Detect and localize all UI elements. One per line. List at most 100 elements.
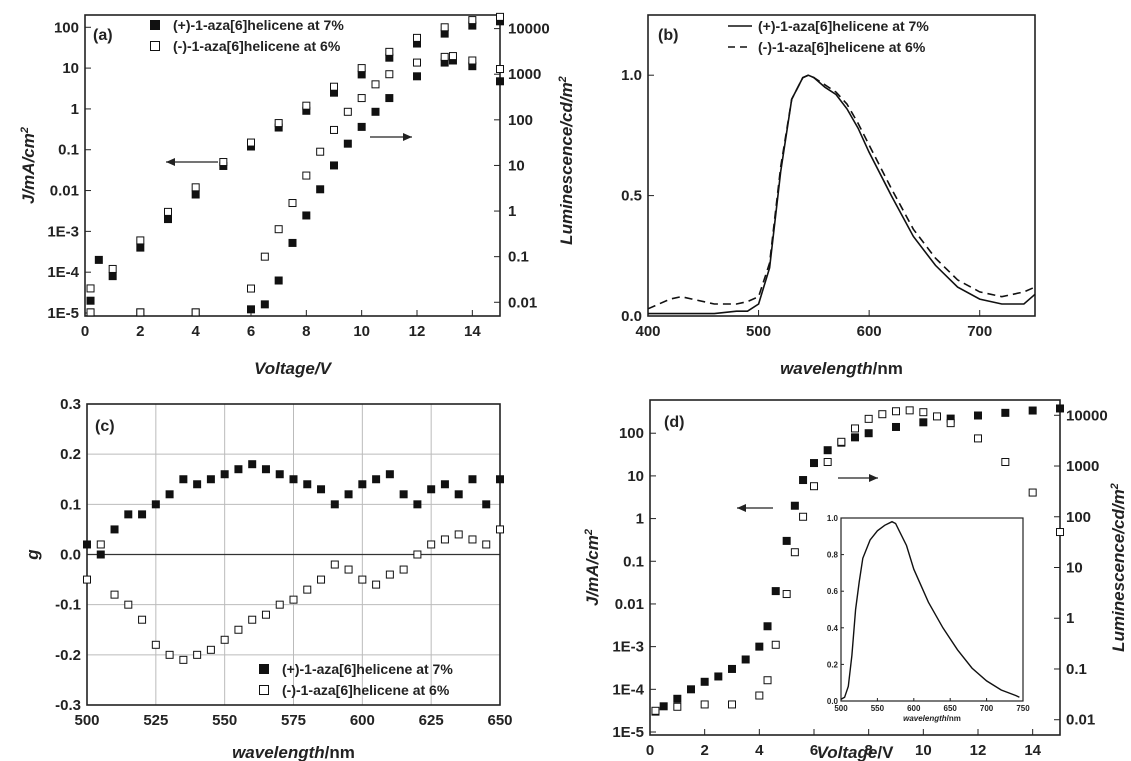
inset-y-tick-label: 0.2 xyxy=(827,660,839,669)
x-axis-label: wavelength/nm xyxy=(780,359,903,378)
data-point xyxy=(919,408,928,417)
data-point xyxy=(468,535,477,544)
y-tick-label: 1 xyxy=(71,101,79,118)
y-right-tick-label: 1000 xyxy=(508,66,541,83)
data-point xyxy=(372,475,381,484)
plot-frame xyxy=(86,403,501,706)
data-point xyxy=(136,308,145,317)
y-right-tick-label: 0.01 xyxy=(1066,712,1095,729)
data-point xyxy=(343,107,352,116)
data-point xyxy=(110,590,119,599)
y-right-tick-label: 0.01 xyxy=(508,294,537,311)
y-tick-label: -0.3 xyxy=(55,697,81,714)
x-tick-label: 625 xyxy=(419,712,444,729)
data-point xyxy=(728,664,736,673)
inset-x-tick-label: 550 xyxy=(871,704,885,713)
legend-label: (+)-1-aza[6]helicene at 7% xyxy=(758,18,929,34)
data-point xyxy=(303,480,312,489)
data-point xyxy=(289,475,298,484)
y-tick-label: 0.01 xyxy=(50,183,79,200)
data-point xyxy=(919,418,928,427)
series-line xyxy=(647,74,1036,310)
data-point xyxy=(878,410,887,419)
data-point xyxy=(496,475,504,484)
y-axis-label: J/mA/cm2 xyxy=(19,127,38,204)
y-tick-label: 0.1 xyxy=(58,142,79,159)
data-point xyxy=(799,512,808,521)
data-point xyxy=(810,459,818,468)
data-point xyxy=(440,52,449,61)
inset-y-tick-label: 0.4 xyxy=(827,624,839,633)
data-point xyxy=(892,407,900,416)
data-point xyxy=(851,433,859,442)
y-tick-label: 1E-4 xyxy=(47,264,79,281)
inset-x-tick-label: 600 xyxy=(907,704,921,713)
data-point xyxy=(316,147,325,156)
inset-x-tick-label: 500 xyxy=(834,704,848,713)
data-point xyxy=(1028,488,1037,497)
data-point xyxy=(96,540,105,549)
data-point xyxy=(289,595,298,604)
data-point xyxy=(330,560,339,569)
data-point xyxy=(974,434,982,443)
x-tick-label: 4 xyxy=(191,323,200,340)
data-point xyxy=(330,161,338,170)
panel-label: (b) xyxy=(658,27,678,44)
y-tick-label: -0.1 xyxy=(55,597,81,614)
data-point xyxy=(317,485,326,494)
data-point xyxy=(892,422,900,431)
y-right-tick-label: 10 xyxy=(508,157,525,174)
data-point xyxy=(302,101,311,110)
x-tick-label: 14 xyxy=(1024,742,1041,759)
x-tick-label: 550 xyxy=(212,712,237,729)
x-tick-label: 650 xyxy=(487,712,512,729)
data-point xyxy=(191,308,200,317)
y-right-tick-label: 0.1 xyxy=(508,249,529,266)
x-tick-label: 6 xyxy=(810,742,818,759)
y-tick-label: 100 xyxy=(54,19,79,36)
x-tick-label: 8 xyxy=(864,742,872,759)
data-point xyxy=(659,702,668,711)
data-point xyxy=(673,694,682,703)
data-point xyxy=(687,685,695,694)
data-point xyxy=(357,122,366,131)
inset-y-tick-label: 0.6 xyxy=(827,587,839,596)
data-point xyxy=(234,625,243,634)
data-point xyxy=(164,207,172,216)
data-point xyxy=(1056,528,1064,537)
data-point xyxy=(274,119,283,128)
data-point xyxy=(165,490,174,499)
data-point xyxy=(799,476,808,485)
y-tick-label: 10 xyxy=(62,60,79,77)
data-point xyxy=(136,236,145,245)
y-right-tick-label: 1 xyxy=(1066,610,1074,627)
data-point xyxy=(851,424,859,433)
data-point xyxy=(83,540,91,549)
legend-label: (+)-1-aza[6]helicene at 7% xyxy=(173,17,344,33)
x-axis-label: Voltage/V xyxy=(817,743,895,761)
panel-c: 500 525 550 575 600 625 650 -0.3 -0.2 -0.1 0.0 0.1 0… xyxy=(23,396,513,761)
data-point xyxy=(274,276,283,285)
data-point xyxy=(138,615,147,624)
data-point xyxy=(413,550,422,559)
inset-y-tick-label: 1.0 xyxy=(827,514,839,523)
y-right-tick-label: 10000 xyxy=(1066,407,1108,424)
data-point xyxy=(496,77,504,86)
data-point xyxy=(468,56,477,65)
panel-a: 0 2 4 6 8 10 12 14 1E-5 1E-4 1E-3 0.01 0.1 1 10 100 0.01… xyxy=(19,12,576,378)
data-point xyxy=(108,264,117,273)
data-point xyxy=(741,655,750,664)
data-point xyxy=(782,536,791,545)
panel-label: (a) xyxy=(93,27,113,44)
legend-label: (-)-1-aza[6]helicene at 6% xyxy=(282,682,450,698)
data-point xyxy=(496,65,504,74)
data-point xyxy=(96,550,105,559)
data-point xyxy=(151,640,160,649)
data-point xyxy=(790,501,799,510)
data-point xyxy=(837,437,846,446)
panel-label: (d) xyxy=(664,414,684,431)
inset-x-tick-label: 750 xyxy=(1016,704,1030,713)
data-point xyxy=(933,412,941,421)
data-point xyxy=(86,296,95,305)
x-tick-label: 12 xyxy=(409,323,426,340)
